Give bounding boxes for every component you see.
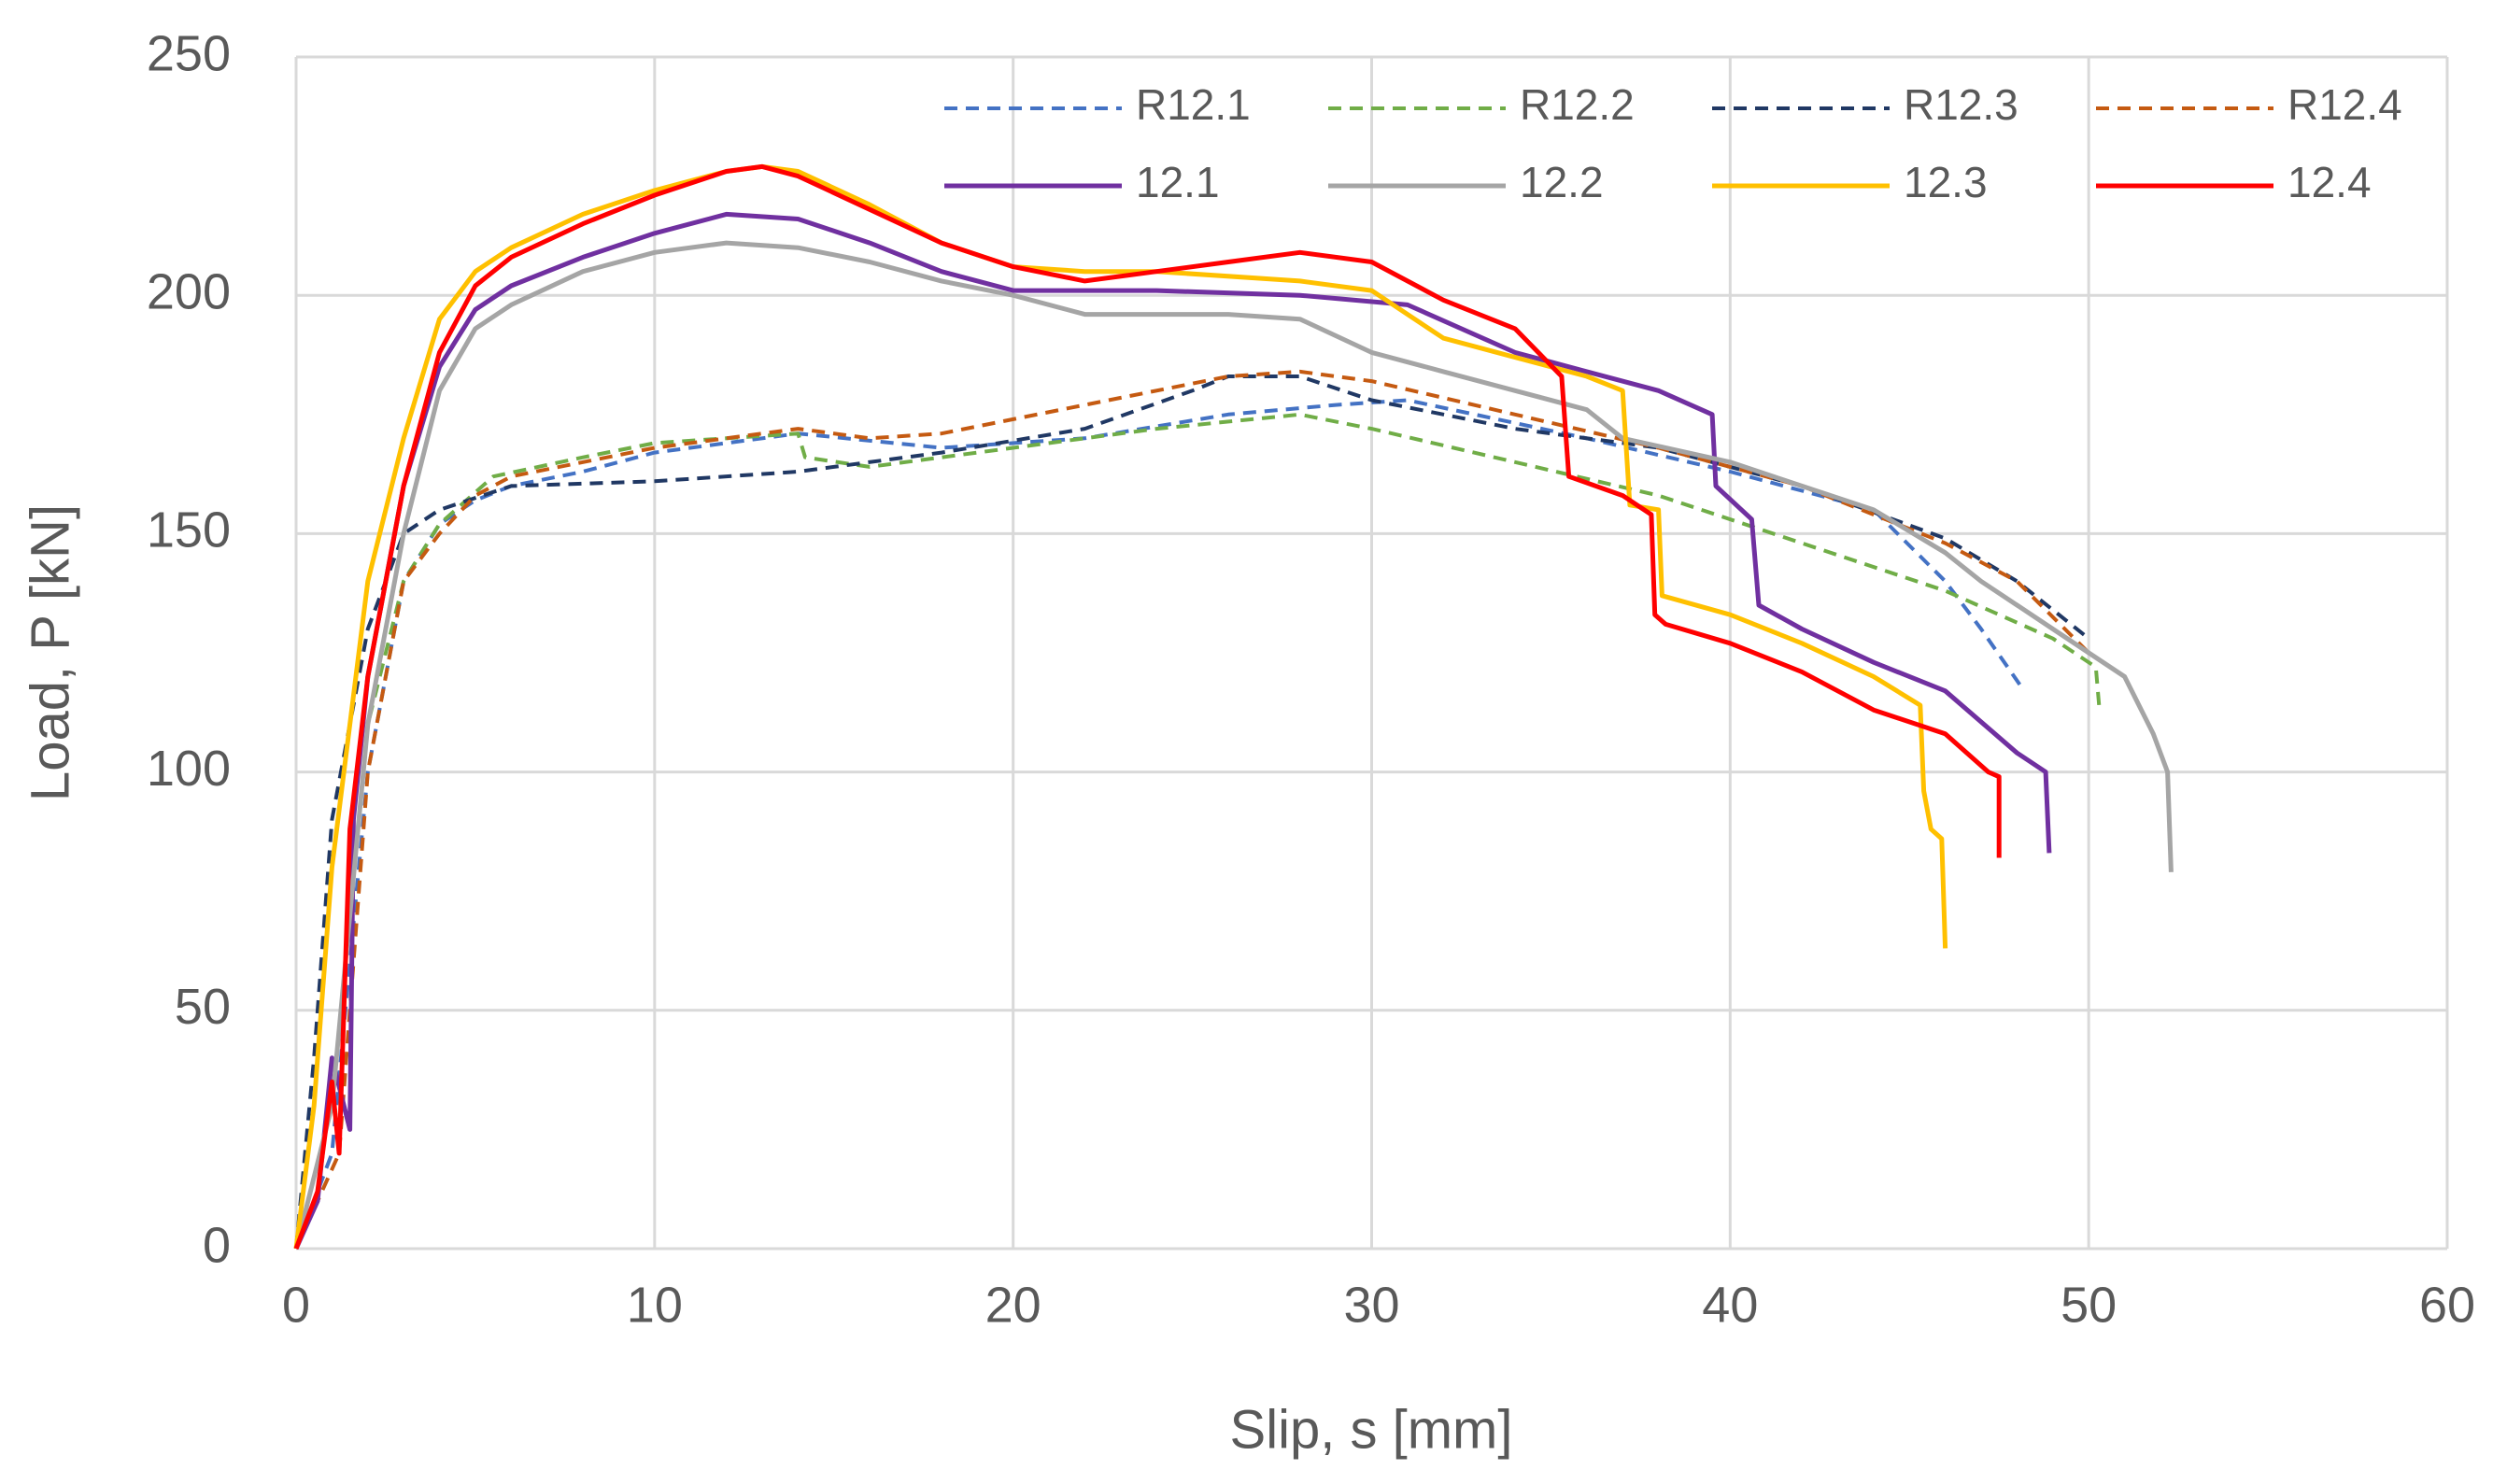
legend-label: R12.4 xyxy=(2287,80,2402,129)
legend-item: R12.3 xyxy=(1712,80,2018,129)
legend-label: R12.3 xyxy=(1904,80,2018,129)
y-tick-label: 250 xyxy=(147,25,231,81)
series-line xyxy=(293,163,2002,1250)
legend-label: R12.2 xyxy=(1520,80,1635,129)
series-line xyxy=(293,211,2052,1251)
y-axis-title: Load, P [kN] xyxy=(20,504,80,801)
y-tick-label: 50 xyxy=(175,979,231,1035)
x-tick-label: 20 xyxy=(985,1277,1041,1333)
legend-item: R12.4 xyxy=(2096,80,2402,129)
legend-item: R12.2 xyxy=(1328,80,1635,129)
y-tick-label: 100 xyxy=(147,741,231,797)
legend-item: 12.3 xyxy=(1712,158,1988,206)
x-tick-label: 50 xyxy=(2061,1277,2117,1333)
y-tick-label: 0 xyxy=(203,1217,231,1273)
legend-label: 12.4 xyxy=(2287,158,2372,206)
legend-item: 12.2 xyxy=(1328,158,1604,206)
y-tick-label: 150 xyxy=(147,502,231,558)
legend-label: 12.2 xyxy=(1520,158,1604,206)
x-tick-label: 40 xyxy=(1702,1277,1758,1333)
x-tick-label: 10 xyxy=(627,1277,683,1333)
legend-label: R12.1 xyxy=(1136,80,1251,129)
series-line xyxy=(294,412,2102,1250)
legend-label: 12.3 xyxy=(1904,158,1988,206)
x-axis-title: Slip, s [mm] xyxy=(1230,1399,1513,1460)
series-line xyxy=(293,163,1948,1250)
legend-item: R12.1 xyxy=(944,80,1251,129)
series-line xyxy=(294,375,2090,1250)
x-tick-label: 60 xyxy=(2419,1277,2475,1333)
series-line xyxy=(293,240,2174,1250)
x-tick-label: 30 xyxy=(1343,1277,1399,1333)
y-tick-label: 200 xyxy=(147,263,231,319)
series-line xyxy=(294,369,2090,1250)
x-tick-label: 0 xyxy=(282,1277,310,1333)
legend-item: 12.1 xyxy=(944,158,1220,206)
series-line xyxy=(294,398,2026,1250)
legend-item: 12.4 xyxy=(2096,158,2372,206)
legend-label: 12.1 xyxy=(1136,158,1220,206)
